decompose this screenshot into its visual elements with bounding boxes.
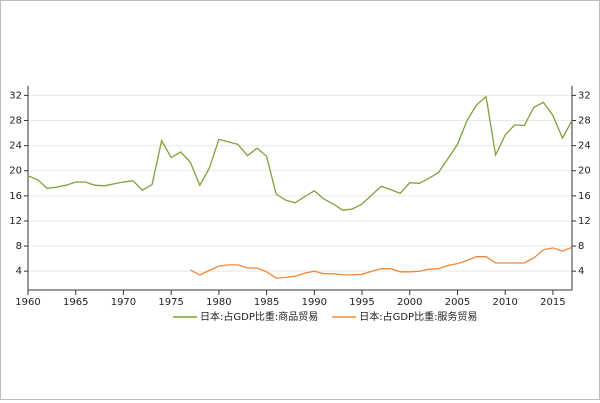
- legend-label: 日本:占GDP比重:服务贸易: [359, 310, 477, 323]
- y-tick-label: 12: [9, 216, 22, 227]
- x-tick-label: 1985: [254, 297, 279, 308]
- x-tick-label: 1960: [15, 297, 40, 308]
- y2-tick-label: 20: [578, 166, 591, 177]
- x-tick-label: 1980: [206, 297, 231, 308]
- y2-tick-label: 16: [578, 191, 591, 202]
- x-tick-label: 2000: [397, 297, 422, 308]
- x-tick-label: 1965: [63, 297, 88, 308]
- y2-tick-label: 32: [578, 90, 591, 101]
- y-tick-label: 4: [16, 266, 22, 277]
- y-tick-label: 16: [9, 191, 22, 202]
- y-tick-label: 32: [9, 90, 22, 101]
- x-tick-label: 1970: [111, 297, 136, 308]
- y2-tick-label: 4: [578, 266, 584, 277]
- y2-tick-label: 28: [578, 116, 591, 127]
- x-tick-label: 2015: [540, 297, 565, 308]
- y2-tick-label: 12: [578, 216, 591, 227]
- y-tick-label: 28: [9, 116, 22, 127]
- y-tick-label: 24: [9, 141, 22, 152]
- series-line: [27, 95, 573, 211]
- x-tick-label: 2010: [492, 297, 517, 308]
- x-tick-label: 2005: [445, 297, 470, 308]
- x-tick-label: 1975: [158, 297, 183, 308]
- legend-label: 日本:占GDP比重:商品贸易: [200, 310, 318, 323]
- x-tick-label: 1990: [302, 297, 327, 308]
- y2-tick-label: 8: [578, 241, 584, 252]
- y-tick-label: 8: [16, 241, 22, 252]
- y-tick-label: 20: [9, 166, 22, 177]
- x-tick-label: 1995: [349, 297, 374, 308]
- y2-tick-label: 24: [578, 141, 591, 152]
- series-line: [189, 246, 573, 279]
